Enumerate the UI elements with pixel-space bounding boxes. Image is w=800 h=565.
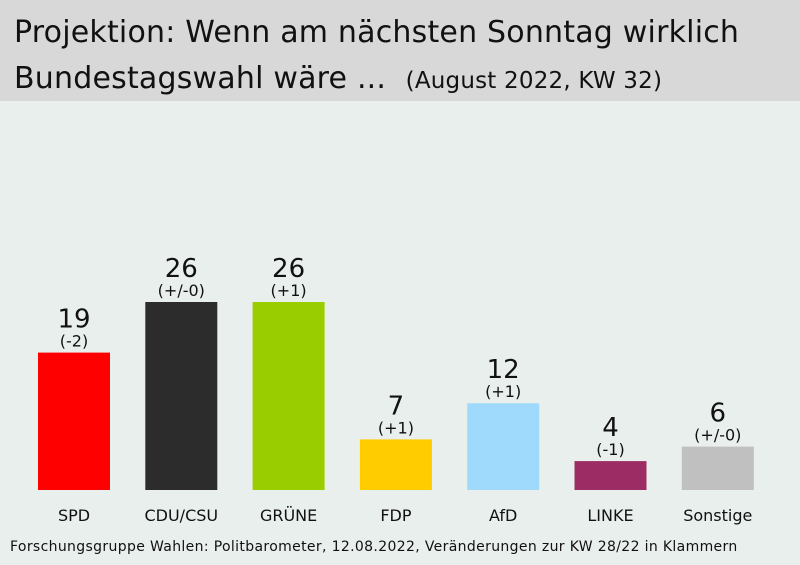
value-label-cdu-csu: 26 bbox=[165, 254, 198, 284]
value-label-fdp: 7 bbox=[388, 391, 405, 421]
value-label-sonstige: 6 bbox=[710, 399, 727, 429]
category-label-gr-ne: GRÜNE bbox=[260, 506, 317, 525]
bar-cdu-csu bbox=[145, 302, 218, 490]
header: Projektion: Wenn am nächsten Sonntag wir… bbox=[0, 0, 800, 101]
category-label-linke: LINKE bbox=[587, 506, 633, 525]
bar-linke bbox=[574, 461, 647, 490]
bar-afd bbox=[467, 403, 540, 490]
value-label-spd: 19 bbox=[57, 305, 90, 335]
change-label-linke: (-1) bbox=[596, 440, 624, 459]
bar-spd bbox=[38, 352, 110, 490]
category-label-cdu-csu: CDU/CSU bbox=[144, 506, 218, 525]
value-label-gr-ne: 26 bbox=[272, 254, 305, 284]
change-label-spd: (-2) bbox=[60, 332, 88, 351]
chart-title-text: Bundestagswahl wäre ... bbox=[14, 61, 387, 96]
bar-chart: (-2)19SPD(+/-0)26CDU/CSU(+1)26GRÜNE(+1)7… bbox=[38, 254, 754, 525]
change-label-gr-ne: (+1) bbox=[271, 281, 307, 300]
category-label-spd: SPD bbox=[58, 506, 90, 525]
value-label-linke: 4 bbox=[602, 413, 619, 443]
source-note: Forschungsgruppe Wahlen: Politbarometer,… bbox=[10, 539, 738, 555]
bar-sonstige bbox=[681, 446, 754, 490]
bar-gr-ne bbox=[252, 302, 325, 490]
bar-fdp bbox=[359, 439, 432, 490]
chart-subtitle: (August 2022, KW 32) bbox=[405, 68, 663, 94]
change-label-sonstige: (+/-0) bbox=[694, 426, 741, 445]
category-label-afd: AfD bbox=[489, 506, 517, 525]
change-label-fdp: (+1) bbox=[378, 418, 414, 437]
value-label-afd: 12 bbox=[487, 355, 520, 385]
chart-title-line-1: Projektion: Wenn am nächsten Sonntag wir… bbox=[14, 15, 740, 50]
chart-title-line-2: Bundestagswahl wäre ... (August 2022, KW… bbox=[14, 62, 662, 98]
category-label-fdp: FDP bbox=[380, 506, 412, 525]
category-label-sonstige: Sonstige bbox=[683, 506, 752, 525]
change-label-cdu-csu: (+/-0) bbox=[158, 281, 205, 300]
change-label-afd: (+1) bbox=[485, 382, 521, 401]
